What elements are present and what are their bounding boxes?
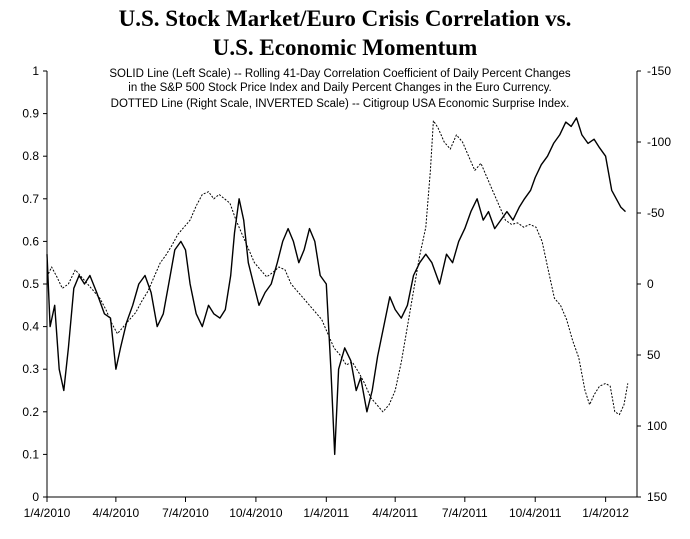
right-tick-label: 50 — [647, 348, 661, 362]
left-tick-label: 0.3 — [22, 362, 39, 376]
left-tick-label: 0.5 — [22, 277, 39, 291]
right-tick-label: 0 — [647, 277, 654, 291]
left-tick-label: 0.6 — [22, 234, 39, 248]
surprise-index-line — [46, 120, 629, 416]
right-tick-label: 100 — [647, 419, 667, 433]
x-tick-label: 10/4/2011 — [509, 506, 562, 520]
right-tick-label: 150 — [647, 490, 667, 504]
chart-title-line-2: U.S. Economic Momentum — [212, 35, 478, 60]
left-tick-label: 0.9 — [22, 107, 39, 121]
chart-axes: 0 0.1 0.2 0.3 0.4 0.5 0.6 0.7 0.8 0.9 1 -150 -100 -50… — [22, 64, 671, 520]
chart-annotation: SOLID Line (Left Scale) -- Rolling 41-Da… — [109, 68, 571, 110]
correlation-line — [46, 117, 626, 456]
x-tick-label: 1/4/2012 — [582, 506, 629, 520]
left-tick-label: 0 — [32, 490, 39, 504]
left-tick-label: 0.2 — [22, 405, 39, 419]
left-tick-label: 0.7 — [22, 192, 39, 206]
annotation-line-1: SOLID Line (Left Scale) -- Rolling 41-Da… — [109, 68, 571, 80]
left-tick-label: 0.4 — [22, 320, 39, 334]
left-tick-label: 1 — [32, 64, 39, 78]
right-tick-label: -100 — [647, 135, 671, 149]
annotation-line-2: in the S&P 500 Stock Price Index and Dai… — [128, 82, 551, 94]
x-tick-label: 4/4/2011 — [372, 506, 418, 520]
x-tick-label: 1/4/2011 — [303, 506, 349, 520]
annotation-line-3: DOTTED Line (Right Scale, INVERTED Scale… — [111, 98, 570, 110]
left-tick-label: 0.8 — [22, 149, 39, 163]
chart-title: U.S. Stock Market/Euro Crisis Correlatio… — [0, 4, 690, 62]
chart-title-line-1: U.S. Stock Market/Euro Crisis Correlatio… — [118, 6, 572, 31]
right-tick-label: -150 — [647, 64, 671, 78]
x-tick-label: 10/4/2010 — [229, 506, 283, 520]
x-tick-label: 7/4/2010 — [162, 506, 209, 520]
x-tick-label: 1/4/2010 — [24, 506, 71, 520]
left-tick-label: 0.1 — [22, 447, 39, 461]
series-layer — [46, 117, 629, 456]
x-tick-label: 7/4/2011 — [442, 506, 488, 520]
right-tick-label: -50 — [647, 206, 665, 220]
x-tick-label: 4/4/2010 — [93, 506, 140, 520]
